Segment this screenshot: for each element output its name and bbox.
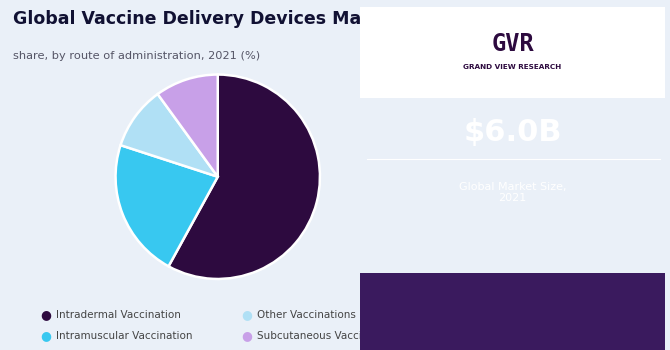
Wedge shape xyxy=(157,75,218,177)
Text: Other Vaccinations: Other Vaccinations xyxy=(257,310,356,320)
Text: $6.0B: $6.0B xyxy=(463,119,562,147)
Text: GRAND VIEW RESEARCH: GRAND VIEW RESEARCH xyxy=(464,64,561,70)
Text: ●: ● xyxy=(40,308,51,322)
Text: ●: ● xyxy=(40,329,51,343)
Text: Intramuscular Vaccination: Intramuscular Vaccination xyxy=(56,331,193,341)
Text: ●: ● xyxy=(241,329,252,343)
Text: Subcutaneous Vaccination: Subcutaneous Vaccination xyxy=(257,331,395,341)
Text: Global Market Size,
2021: Global Market Size, 2021 xyxy=(459,182,566,203)
Text: Source:
www.grandviewresearch.com: Source: www.grandviewresearch.com xyxy=(367,289,511,310)
Wedge shape xyxy=(169,75,320,279)
Text: Global Vaccine Delivery Devices Market: Global Vaccine Delivery Devices Market xyxy=(13,10,401,28)
Text: Intradermal Vaccination: Intradermal Vaccination xyxy=(56,310,181,320)
Text: GVR: GVR xyxy=(491,32,534,56)
Text: ●: ● xyxy=(241,308,252,322)
Wedge shape xyxy=(121,94,218,177)
Text: share, by route of administration, 2021 (%): share, by route of administration, 2021 … xyxy=(13,51,261,61)
Wedge shape xyxy=(115,145,218,266)
